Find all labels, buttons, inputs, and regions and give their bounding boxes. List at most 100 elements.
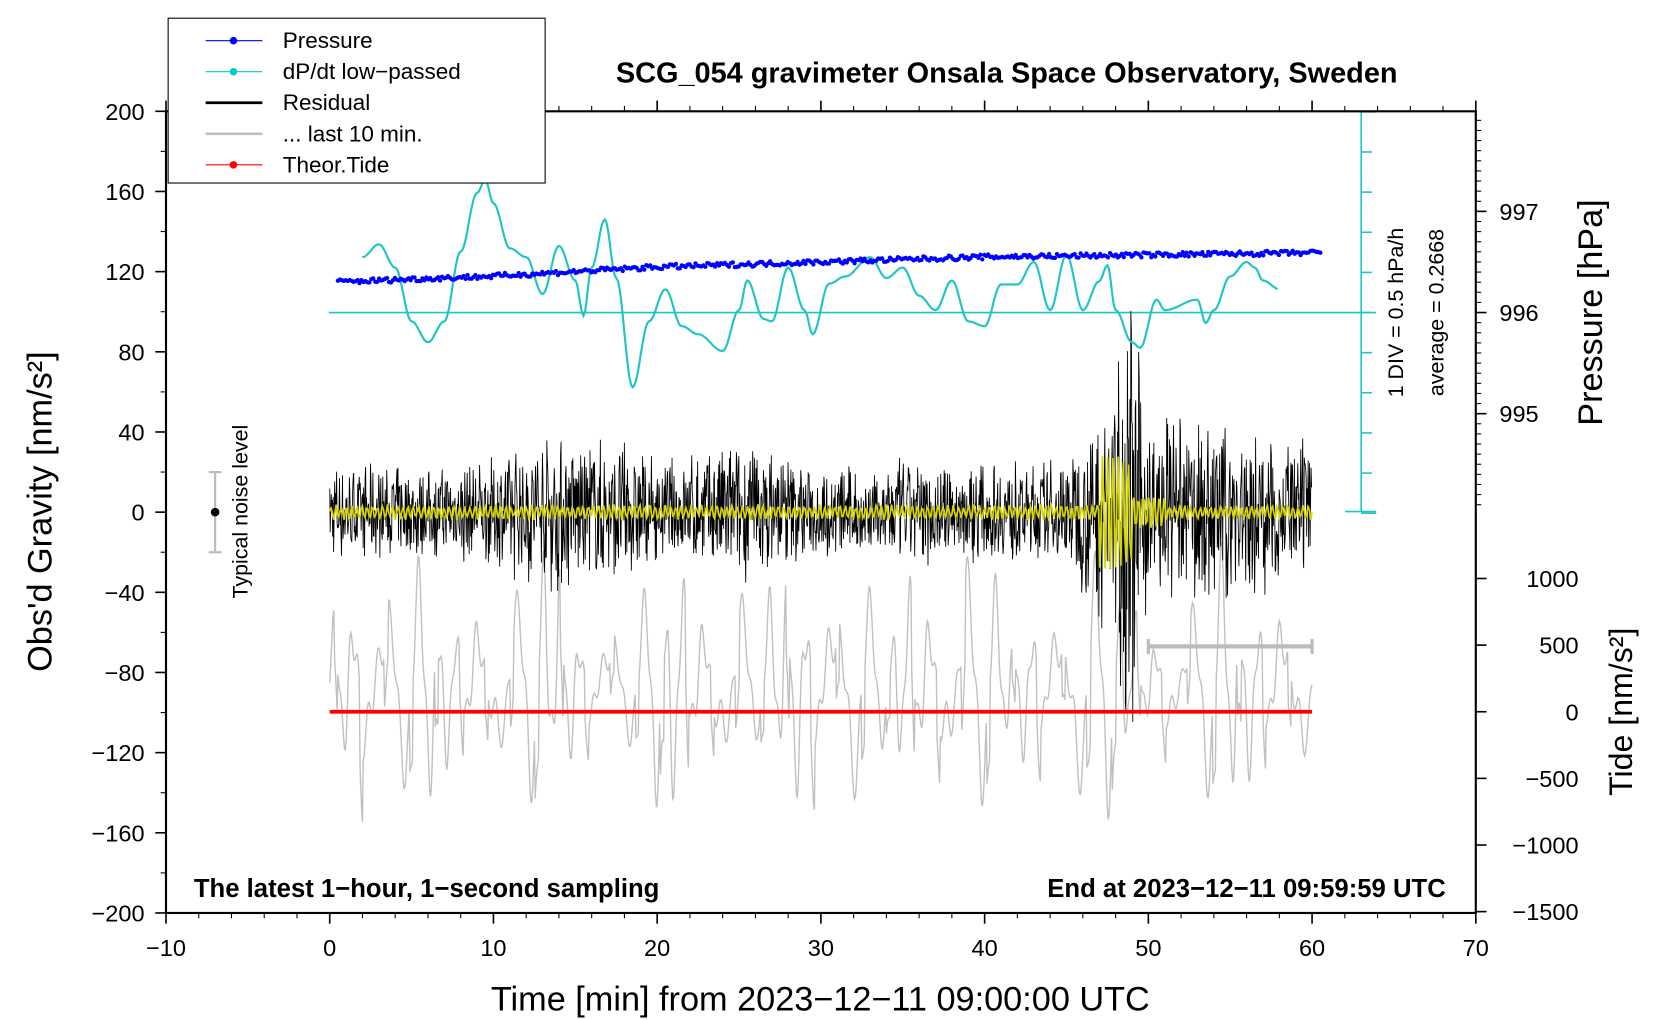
pressure-points <box>335 248 1323 286</box>
annotation-end-time: End at 2023−12−11 09:59:59 UTC <box>1047 875 1446 903</box>
pressure-point <box>919 257 924 263</box>
pressure-point <box>489 276 494 281</box>
pressure-point <box>703 264 708 269</box>
x-tick-label: 50 <box>1135 935 1161 961</box>
pressure-point <box>463 276 468 281</box>
x-tick-label: 70 <box>1463 935 1489 961</box>
y-axis-label-left: Obs'd Gravity [nm/s²] <box>21 351 59 671</box>
y-tick-label: 80 <box>118 339 144 365</box>
pressure-point <box>371 276 376 281</box>
pressure-point <box>1147 251 1152 256</box>
dpdt-line <box>362 178 1279 390</box>
pressure-point <box>1261 253 1266 258</box>
pressure-point <box>836 257 842 262</box>
pressure-point <box>1013 252 1018 258</box>
pressure-tick-label: 996 <box>1499 300 1538 326</box>
pressure-point <box>465 272 470 278</box>
pressure-point <box>620 268 625 274</box>
x-tick-label: 40 <box>972 935 998 961</box>
filtered-residual-line <box>328 456 1313 569</box>
pressure-point <box>691 265 696 270</box>
x-tick-label: 10 <box>480 935 506 961</box>
legend-label: dP/dt low−passed <box>283 59 461 84</box>
pressure-point <box>516 270 521 276</box>
pressure-point <box>1139 255 1144 260</box>
legend-swatch-marker <box>229 67 238 76</box>
legend-label: ... last 10 min. <box>283 121 423 146</box>
pressure-point <box>726 264 732 269</box>
pressure-point <box>1105 255 1111 260</box>
pressure-point <box>412 275 417 280</box>
pressure-point <box>1276 252 1282 258</box>
pressure-point <box>1200 250 1205 255</box>
pressure-point <box>844 260 849 265</box>
x-axis-label: Time [min] from 2023−12−11 09:00:00 UTC <box>491 980 1150 1018</box>
tide-tick-label: −500 <box>1526 766 1579 792</box>
y-axis-label-pressure: Pressure [hPa] <box>1572 199 1610 425</box>
pressure-point <box>980 257 985 262</box>
y-tick-label: 160 <box>105 179 144 205</box>
legend-label: Residual <box>283 90 370 115</box>
pressure-point <box>1318 250 1323 255</box>
pressure-point <box>677 266 682 271</box>
pressure-point <box>384 275 390 281</box>
pressure-point <box>1249 250 1254 255</box>
y-tick-label: 40 <box>118 420 144 446</box>
legend-swatch-marker <box>229 36 238 45</box>
pressure-point <box>1178 253 1183 258</box>
noise-level-dot <box>210 507 220 517</box>
legend-label: Pressure <box>283 28 373 53</box>
chart-title: SCG_054 gravimeter Onsala Space Observat… <box>616 57 1398 89</box>
pressure-point <box>956 256 961 262</box>
tide-tick-label: 500 <box>1539 633 1578 659</box>
pressure-point <box>826 261 832 266</box>
pressure-point <box>1186 254 1191 259</box>
pressure-point <box>1153 254 1158 259</box>
pressure-point <box>712 264 718 269</box>
pressure-point <box>473 272 478 278</box>
pressure-point <box>642 267 647 272</box>
pressure-point <box>1052 255 1058 260</box>
pressure-point <box>1046 251 1052 257</box>
x-tick-label: 60 <box>1299 935 1325 961</box>
pressure-point <box>638 268 643 273</box>
legend: Pressure dP/dt low−passed Residual ... last… <box>167 17 546 184</box>
tide-tick-label: 0 <box>1565 699 1578 725</box>
pressure-point <box>1204 253 1209 258</box>
pressure-point <box>1284 248 1290 254</box>
x-tick-label: 20 <box>644 935 670 961</box>
pressure-point <box>437 278 443 283</box>
legend-swatch-marker <box>229 161 238 169</box>
y-tick-label: −120 <box>92 740 145 766</box>
dpdt-average-label: average = 0.2668 <box>1425 229 1449 396</box>
legend-box <box>167 17 546 184</box>
y-tick-label: −200 <box>92 901 145 927</box>
dpdt-scale-label: 1 DIV = 0.5 hPa/h <box>1384 228 1408 398</box>
pressure-point <box>648 263 653 268</box>
pressure-point <box>1092 252 1097 257</box>
pressure-point <box>976 255 981 260</box>
pressure-point <box>1119 251 1124 256</box>
pressure-point <box>367 280 372 285</box>
pressure-point <box>811 262 816 267</box>
y-tick-label: −40 <box>105 580 145 606</box>
pressure-point <box>880 256 885 261</box>
pressure-point <box>1121 254 1126 260</box>
pressure-point <box>375 279 380 285</box>
y-axis-label-tide: Tide [nm/s²] <box>1603 628 1639 796</box>
pressure-point <box>435 275 441 280</box>
y-tick-label: −160 <box>92 820 145 846</box>
pressure-point <box>803 261 808 267</box>
pressure-point <box>673 261 679 267</box>
pressure-point <box>801 258 806 263</box>
pressure-point <box>553 268 559 274</box>
pressure-point <box>730 260 736 265</box>
annotation-latest-hour: The latest 1−hour, 1−second sampling <box>194 875 660 903</box>
pressure-point <box>1206 249 1211 255</box>
pressure-point <box>1072 251 1077 257</box>
pressure-tick-label: 995 <box>1499 401 1538 427</box>
y-tick-label: 0 <box>131 500 144 526</box>
tide-tick-label: 1000 <box>1526 566 1578 592</box>
pressure-point <box>1045 255 1050 260</box>
